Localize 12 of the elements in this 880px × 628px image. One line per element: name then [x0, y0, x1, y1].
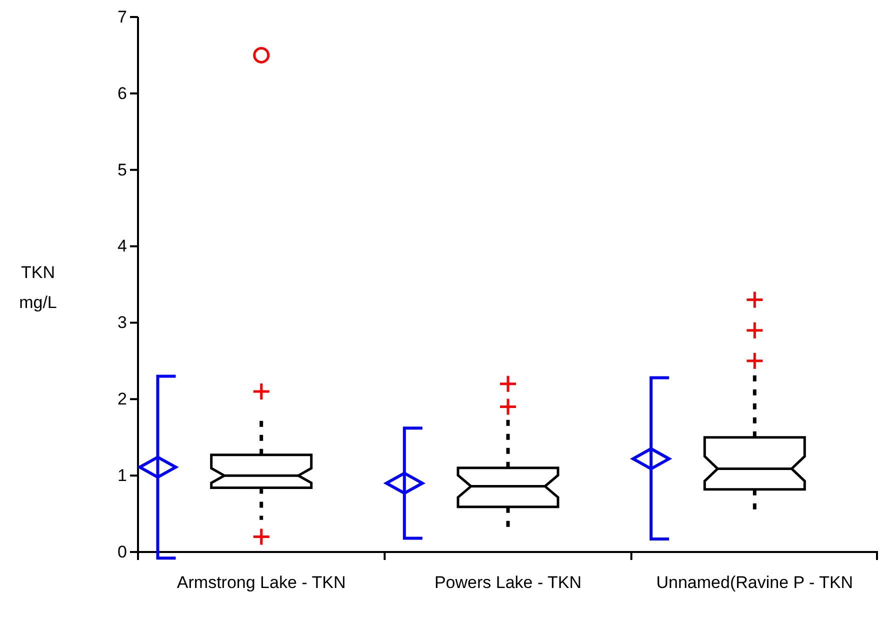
y-tick-label: 2 — [118, 390, 127, 409]
y-tick-label: 5 — [118, 160, 127, 180]
x-tick-label: Armstrong Lake - TKN — [176, 573, 346, 592]
x-tick-label: Unnamed(Ravine P - TKN — [656, 573, 854, 592]
y-tick-label: 4 — [118, 236, 127, 256]
y-tick-label: 3 — [118, 313, 127, 332]
y-tick-label: 0 — [118, 542, 127, 562]
y-tick-label: 1 — [118, 466, 127, 486]
y-tick-label: 7 — [118, 7, 127, 26]
y-axis-title: TKN mg/L — [19, 263, 57, 312]
x-tick-label: Powers Lake - TKN — [434, 573, 582, 592]
y-tick-label: 6 — [118, 84, 127, 103]
